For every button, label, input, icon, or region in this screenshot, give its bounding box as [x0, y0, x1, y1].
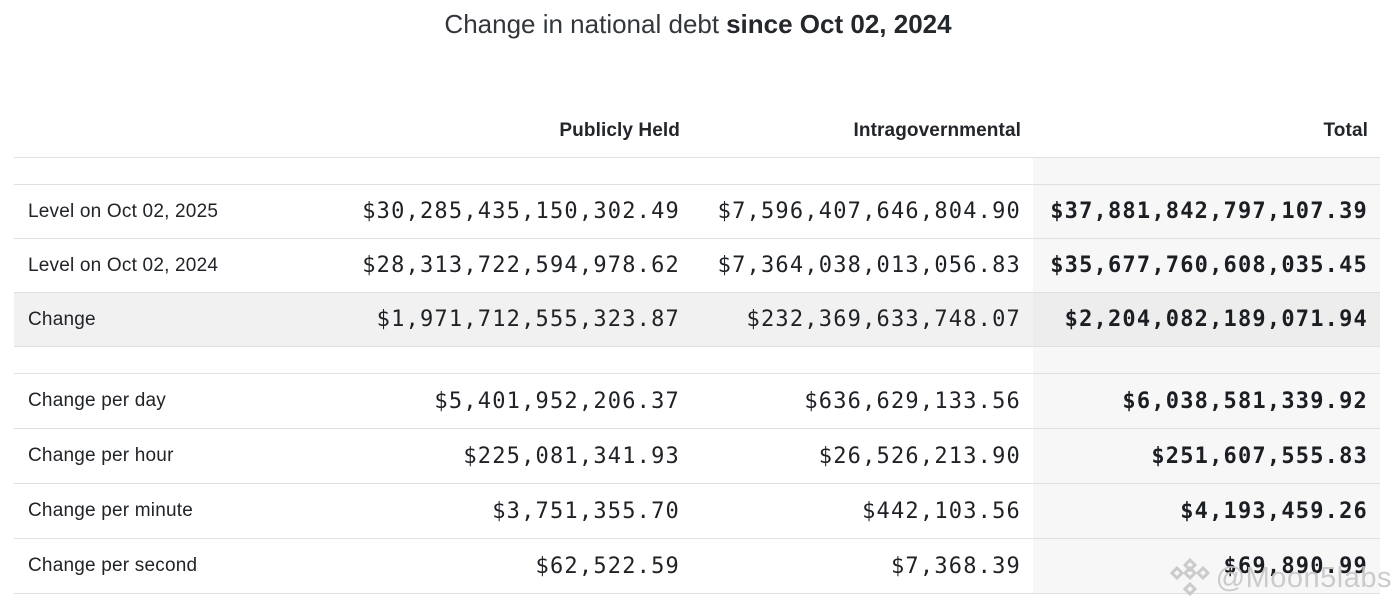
row-label: Change per minute: [28, 500, 194, 521]
row-label: Change per second: [28, 555, 198, 576]
row-label: Level on Oct 02, 2024: [28, 254, 219, 276]
header-intragovernmental: Intragovernmental: [853, 120, 1021, 141]
total-value: $35,677,760,608,035.45: [1033, 239, 1380, 292]
total-value: $4,193,459.26: [1033, 484, 1380, 538]
row-label: Change per hour: [28, 445, 174, 466]
intragovernmental-value: $7,596,407,646,804.90: [717, 199, 1021, 224]
publicly-held-value: $30,285,435,150,302.49: [362, 199, 680, 224]
publicly-held-value: $1,971,712,555,323.87: [376, 307, 680, 332]
publicly-held-value: $62,522.59: [535, 553, 680, 579]
publicly-held-value: $5,401,952,206.37: [434, 388, 680, 414]
header-total: Total: [1323, 120, 1368, 141]
intragovernmental-value: $442,103.56: [862, 498, 1021, 524]
intragovernmental-value: $232,369,633,748.07: [746, 307, 1021, 332]
total-value: $2,204,082,189,071.94: [1033, 293, 1380, 346]
table-row: Level on Oct 02, 2024 $28,313,722,594,97…: [14, 239, 1380, 293]
publicly-held-value: $3,751,355.70: [492, 498, 680, 524]
header-publicly-held: Publicly Held: [559, 120, 680, 141]
table-header-row: Publicly Held Intragovernmental Total: [14, 105, 1380, 158]
row-label: Change: [28, 308, 96, 330]
header-empty-cell: [14, 105, 356, 157]
debt-table: Publicly Held Intragovernmental Total Le…: [14, 105, 1380, 594]
table-row: Change per second $62,522.59 $7,368.39 $…: [14, 539, 1380, 594]
intragovernmental-value: $26,526,213.90: [818, 443, 1021, 469]
intragovernmental-value: $636,629,133.56: [804, 388, 1021, 414]
total-value: $69,890.99: [1033, 539, 1380, 593]
title-text: Change in national debt: [444, 9, 720, 39]
table-row: Change per hour $225,081,341.93 $26,526,…: [14, 429, 1380, 484]
table-spacer-row: [14, 347, 1380, 374]
total-value: $37,881,842,797,107.39: [1033, 185, 1380, 238]
table-row: Change per minute $3,751,355.70 $442,103…: [14, 484, 1380, 539]
table-row-change: Change $1,971,712,555,323.87 $232,369,63…: [14, 293, 1380, 347]
table-row: Level on Oct 02, 2025 $30,285,435,150,30…: [14, 185, 1380, 239]
intragovernmental-value: $7,368.39: [890, 553, 1021, 579]
table-spacer-row: [14, 158, 1380, 185]
row-label: Change per day: [28, 390, 167, 411]
publicly-held-value: $225,081,341.93: [463, 443, 680, 469]
intragovernmental-value: $7,364,038,013,056.83: [717, 253, 1021, 278]
table-row: Change per day $5,401,952,206.37 $636,62…: [14, 374, 1380, 429]
total-value: $251,607,555.83: [1033, 429, 1380, 483]
page-title: Change in national debt since Oct 02, 202…: [0, 0, 1396, 40]
publicly-held-value: $28,313,722,594,978.62: [362, 253, 680, 278]
total-value: $6,038,581,339.92: [1033, 374, 1380, 428]
title-date: since Oct 02, 2024: [726, 9, 952, 39]
row-label: Level on Oct 02, 2025: [28, 200, 219, 222]
